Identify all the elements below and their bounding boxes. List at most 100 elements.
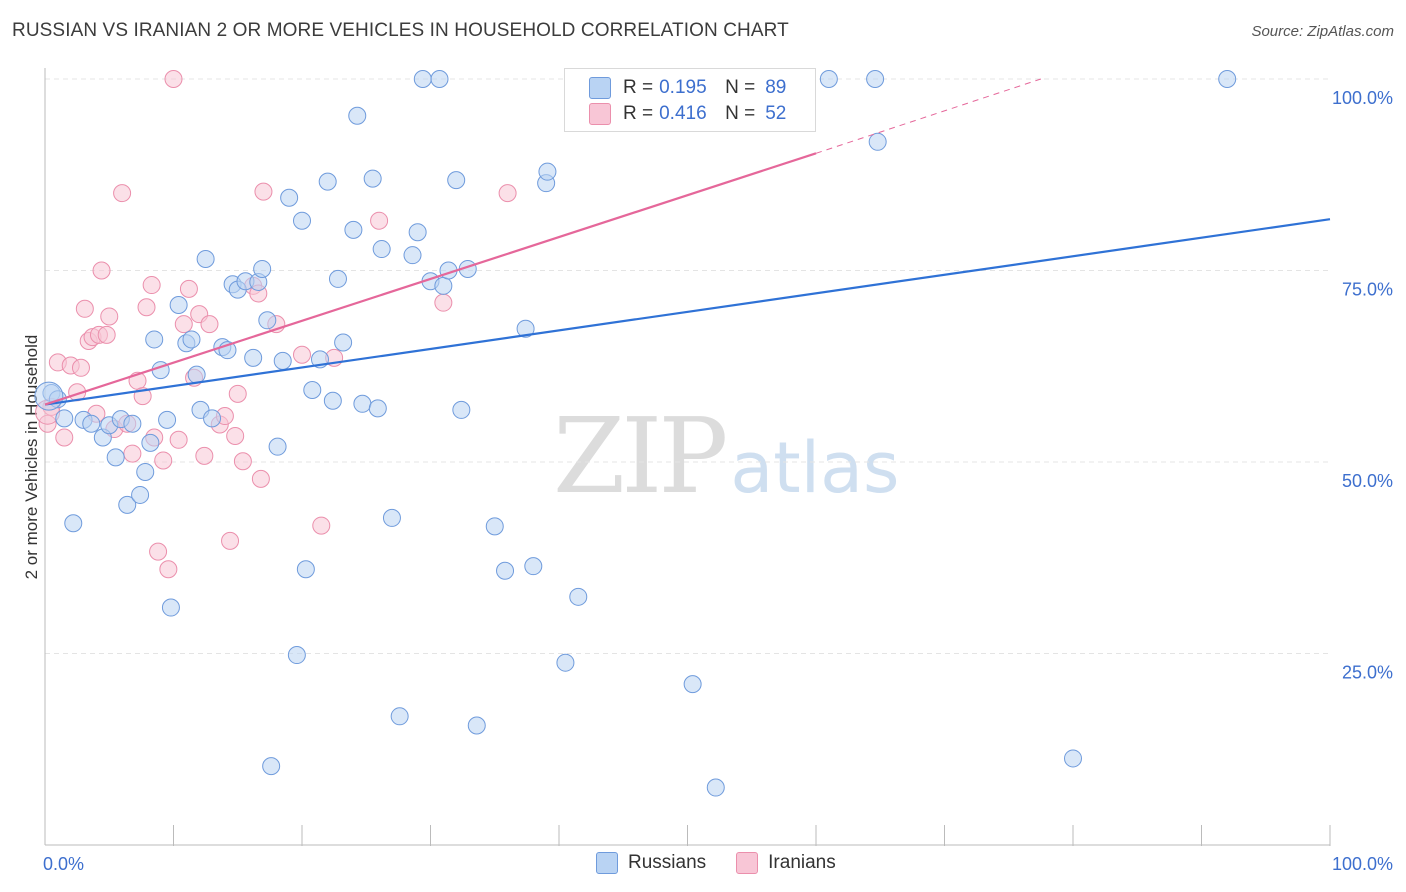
chart-title: RUSSIAN VS IRANIAN 2 OR MORE VEHICLES IN… [12,20,789,41]
iranians-point [195,446,214,465]
russians-point [303,380,322,399]
iranians-point [137,298,156,317]
iranians-r-label: R = [623,103,654,124]
russians-point [106,448,125,467]
russians-point [363,169,382,188]
iranians-point [71,358,90,377]
iranians-trend-line [44,152,817,406]
legend-iranians-label: Iranians [768,852,836,873]
iranians-point [254,182,273,201]
x-tick-label-max: 100.0% [1332,854,1393,874]
russians-point [123,414,142,433]
russians-point [141,433,160,452]
russians-point [683,675,702,694]
russians-n-value: 89 [765,77,787,98]
iranians-point [97,325,116,344]
iranians-point [200,315,219,334]
tick-labels: 25.0% 50.0% 75.0% 100.0% 0.0% 100.0% [43,88,1393,874]
russians-point [1218,70,1237,88]
iranians-point [228,384,247,403]
russians-point [334,333,353,352]
russians-point [328,269,347,288]
legend-row-russians: R = 0.195 N = 89 [589,75,786,101]
iranians-point [174,315,193,334]
russians-point [244,348,263,367]
russians-n-label: N = [725,77,756,98]
legend-item-iranians[interactable]: Iranians [736,852,836,874]
iranians-point [221,531,240,550]
russians-point [253,259,272,278]
iranians-point [92,261,111,280]
russians-point [82,414,101,433]
russians-point [447,171,466,190]
iranians-point [498,184,517,203]
russians-point [372,240,391,259]
y-tick-label-25: 25.0% [1342,663,1393,683]
russians-point [434,276,453,295]
russians-point [280,188,299,207]
russians-point [287,646,306,665]
iranians-n-value: 52 [765,103,787,124]
axes [44,68,1331,846]
russians-swatch [589,77,611,99]
russians-point [706,778,725,797]
russians-point [819,70,838,88]
legend-row-iranians: R = 0.416 N = 52 [589,101,786,127]
russians-point [169,295,188,314]
russians-point [868,132,887,151]
russians-point [430,70,449,88]
iranians-trend-extension [815,78,1042,154]
correlation-legend: R = 0.195 N = 89 R = 0.416 N = 52 [564,68,816,132]
trend-lines [44,78,1331,406]
russians-point [196,250,215,269]
iranians-point [312,516,331,535]
russians-point [262,757,281,776]
iranians-point [75,299,94,318]
iranians-point [142,276,161,295]
russians-trend-line [44,218,1331,406]
russians-point [866,70,885,88]
iranians-point [293,345,311,364]
russians-point [413,70,432,88]
iranians-swatch [589,103,611,125]
grid-lines [45,78,1330,654]
russians-point [403,246,422,265]
legend-russians-swatch [596,852,618,874]
legend-item-russians[interactable]: Russians [596,852,706,874]
russians-point [34,381,64,411]
russians-point [467,716,486,735]
iranians-point [169,430,188,449]
legend-iranians-swatch [736,852,759,874]
russians-point [524,557,543,576]
iranians-point [251,469,270,488]
russians-point [64,514,83,533]
russians-point [268,437,287,456]
y-tick-label-50: 50.0% [1342,471,1393,491]
russians-point [382,508,401,527]
x-tick-label-min: 0.0% [43,854,84,874]
russians-point [55,409,74,428]
iranians-point [434,293,453,312]
russians-point [353,394,372,413]
russians-point [452,400,471,419]
russians-point [136,462,155,481]
russians-point [131,485,150,504]
russians-point [390,707,409,726]
iranians-point [154,451,173,470]
russians-point [182,330,201,349]
russians-point [408,223,427,242]
russians-point [556,653,575,672]
russians-points [34,70,1237,797]
russians-point [538,162,557,181]
iranians-point [226,426,245,445]
russians-point [485,517,504,536]
iranians-point [159,560,178,579]
russians-point [569,587,588,606]
iranians-point [164,70,183,88]
russians-point [145,330,164,349]
iranians-point [55,428,74,447]
iranians-point [179,279,198,298]
russians-point [296,560,315,579]
russians-r-label: R = [623,77,654,98]
russians-point [496,561,515,580]
